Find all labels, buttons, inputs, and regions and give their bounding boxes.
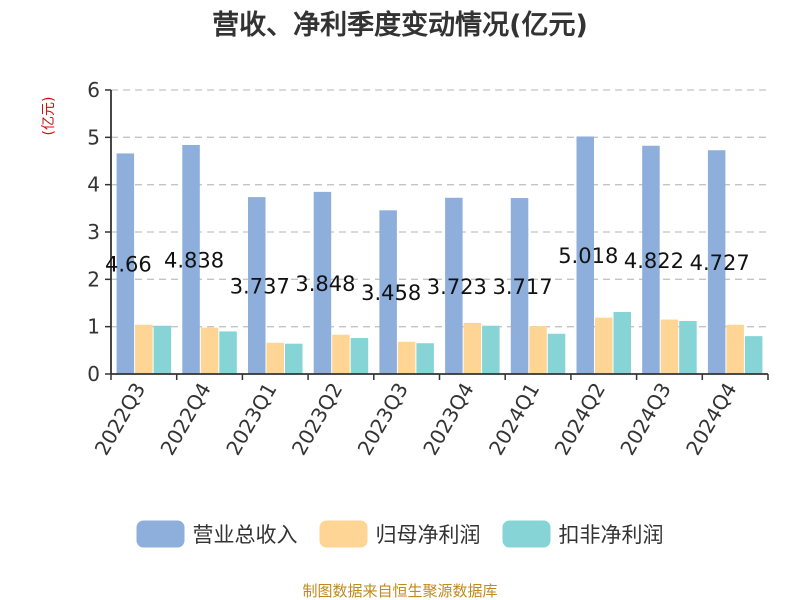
data-label: 4.727 bbox=[690, 251, 750, 275]
data-label: 3.723 bbox=[427, 275, 487, 299]
y-tick-label: 0 bbox=[87, 362, 100, 386]
y-axis-unit-label: (亿元) bbox=[41, 97, 57, 136]
data-label: 3.717 bbox=[492, 275, 552, 299]
bar bbox=[266, 342, 284, 374]
x-tick-label: 2023Q2 bbox=[287, 379, 347, 460]
legend-swatch bbox=[502, 520, 551, 548]
legend-item: 营业总收入 bbox=[136, 520, 298, 548]
bar bbox=[153, 325, 172, 374]
bar bbox=[313, 191, 332, 374]
bar bbox=[445, 197, 463, 374]
bar bbox=[482, 325, 500, 374]
data-label: 4.838 bbox=[164, 249, 224, 273]
bar bbox=[595, 317, 613, 374]
y-tick-label: 2 bbox=[87, 267, 100, 291]
x-tick-label: 2023Q4 bbox=[418, 378, 478, 459]
data-label: 5.018 bbox=[558, 244, 618, 268]
y-tick-label: 4 bbox=[87, 173, 100, 197]
legend-item: 归母净利润 bbox=[319, 520, 481, 548]
bar bbox=[463, 322, 482, 374]
legend: 营业总收入 归母净利润 扣非净利润 bbox=[136, 520, 664, 548]
legend-label: 归母净利润 bbox=[376, 523, 481, 547]
bar bbox=[707, 150, 726, 374]
gridlines bbox=[111, 89, 768, 328]
bar bbox=[679, 320, 697, 374]
source-note: 制图数据来自恒生聚源数据库 bbox=[302, 582, 497, 600]
bar bbox=[547, 333, 566, 374]
bar bbox=[744, 336, 763, 374]
data-label: 4.822 bbox=[624, 249, 684, 273]
chart-title: 营收、净利季度变动情况(亿元) bbox=[212, 9, 588, 41]
x-tick-label: 2023Q3 bbox=[353, 379, 413, 460]
y-tick-label: 1 bbox=[87, 315, 100, 339]
x-tick-label: 2024Q1 bbox=[484, 379, 544, 460]
bar bbox=[576, 136, 594, 374]
bar bbox=[726, 324, 744, 374]
bar bbox=[200, 327, 219, 374]
data-label: 3.458 bbox=[361, 281, 421, 305]
bar bbox=[642, 145, 660, 374]
bar bbox=[510, 198, 529, 374]
data-label: 3.848 bbox=[295, 272, 355, 296]
bar bbox=[285, 343, 303, 374]
y-tick-label: 6 bbox=[87, 78, 100, 102]
x-tick-label: 2024Q2 bbox=[550, 379, 610, 460]
legend-label: 扣非净利润 bbox=[559, 523, 664, 547]
legend-swatch bbox=[136, 520, 185, 548]
bar bbox=[660, 319, 679, 374]
bar bbox=[529, 326, 547, 374]
legend-item: 扣非净利润 bbox=[502, 520, 664, 548]
bar bbox=[379, 210, 397, 374]
x-tick-label: 2023Q1 bbox=[221, 379, 281, 460]
y-tick-label: 5 bbox=[87, 125, 100, 149]
x-tick-label: 2024Q3 bbox=[615, 379, 675, 460]
legend-label: 营业总收入 bbox=[193, 523, 298, 547]
bar bbox=[219, 331, 237, 374]
x-tick-label: 2024Q4 bbox=[681, 379, 741, 460]
legend-swatch bbox=[319, 520, 368, 548]
bar bbox=[350, 338, 369, 374]
bar bbox=[116, 153, 135, 374]
y-tick-label: 3 bbox=[87, 220, 100, 244]
bar bbox=[397, 341, 416, 374]
bar bbox=[332, 334, 350, 374]
bar bbox=[416, 343, 434, 374]
data-label: 3.737 bbox=[230, 275, 290, 299]
data-label: 4.66 bbox=[105, 253, 152, 277]
x-tick-label: 2022Q3 bbox=[90, 379, 150, 460]
bars bbox=[116, 136, 763, 374]
bar bbox=[613, 311, 631, 374]
bar bbox=[248, 197, 266, 374]
bar bbox=[182, 145, 200, 374]
bar bbox=[135, 324, 153, 374]
x-tick-label: 2022Q4 bbox=[155, 379, 215, 460]
